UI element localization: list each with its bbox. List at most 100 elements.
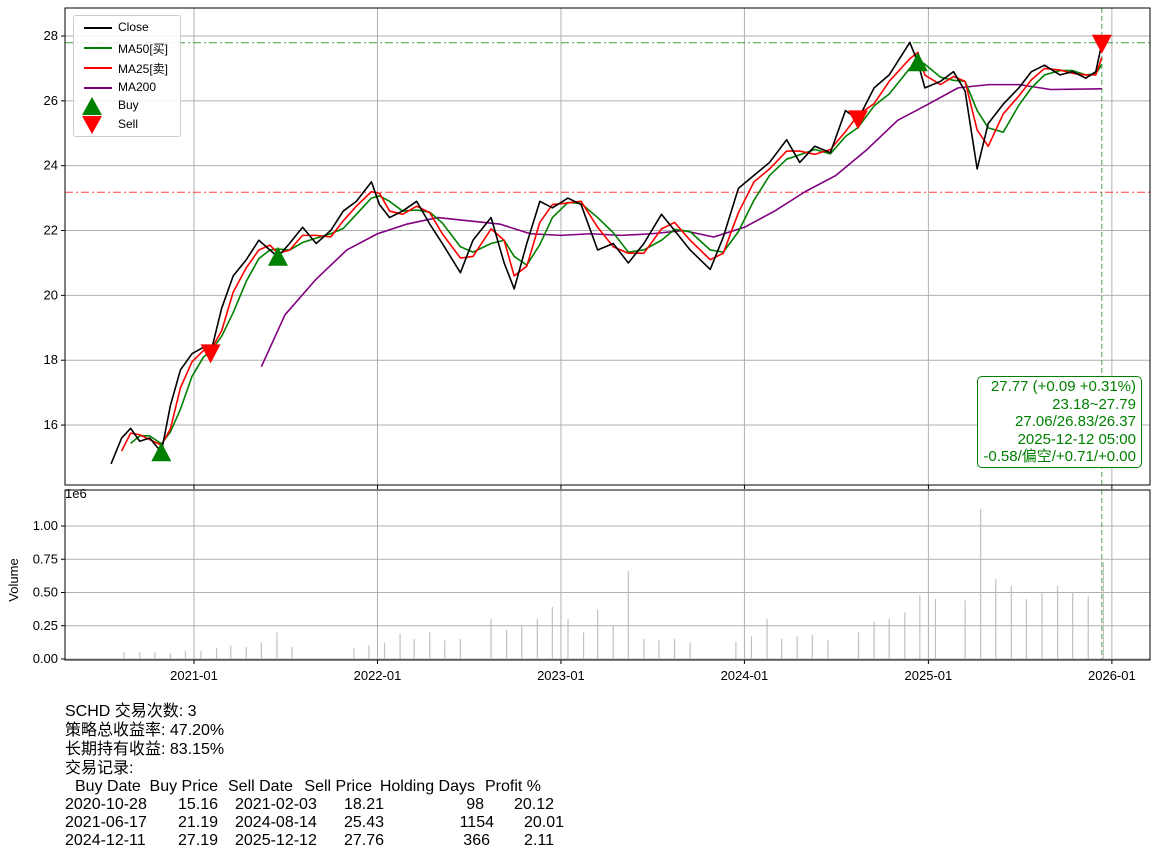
volume-bar (934, 599, 937, 659)
volume-bar (353, 648, 355, 659)
volume-bar (276, 632, 278, 659)
sell-marker (1091, 34, 1112, 54)
sell-marker (200, 344, 221, 364)
buy-date: 2020-10-28 (65, 796, 147, 813)
volume-bar (827, 640, 829, 659)
header-sell-date: Sell Date (228, 778, 293, 795)
volume-bar (904, 612, 906, 659)
volume-bar (627, 571, 629, 659)
header-buy-price: Buy Price (149, 778, 218, 795)
sell-marker (848, 110, 869, 130)
volume-bar (184, 651, 187, 659)
buy-triangle-icon (82, 97, 102, 115)
volume-bar (123, 652, 125, 659)
volume-bar (873, 621, 875, 659)
x-tick-label: 2026-01 (1088, 668, 1136, 683)
y-tick-label: 24 (44, 158, 58, 173)
holding-days: 1154 (459, 814, 494, 831)
legend: Close MA50[买] MA25[卖] MA200 Buy Sell (73, 15, 181, 137)
legend-close: Close (74, 18, 180, 38)
volume-bar (383, 643, 386, 659)
volume-bar (919, 595, 921, 659)
y-tick-label: 28 (44, 28, 58, 43)
volume-tick-label: 0.75 (33, 551, 58, 566)
volume-axes-bg (65, 490, 1150, 660)
x-tick-label: 2022-01 (354, 668, 402, 683)
price-axes-frame (64, 7, 1151, 486)
volume-bar (1041, 592, 1043, 659)
volume-bar (444, 640, 446, 659)
volume-bar (567, 619, 569, 659)
volume-bar (766, 619, 768, 659)
info-signal: -0.58/偏空/+0.71/+0.00 (983, 448, 1136, 465)
x-tick-label: 2024-01 (721, 668, 769, 683)
volume-bar (230, 645, 232, 659)
x-tick-label: 2025-01 (905, 668, 953, 683)
volume-bar (811, 635, 813, 659)
x-tick-label: 2021-01 (170, 668, 218, 683)
holding-days: 366 (463, 832, 490, 849)
volume-tick-label: 0.50 (33, 585, 58, 600)
trades-table: Buy Date Buy Price Sell Date Sell Price Hold… (65, 778, 625, 858)
volume-bar (154, 652, 156, 659)
sell-triangle-icon (82, 116, 102, 134)
volume-bar (245, 647, 247, 659)
volume-tick-label: 0.00 (33, 651, 58, 666)
info-price: 27.77 (+0.09 +0.31%) (990, 378, 1136, 395)
volume-bar (857, 632, 860, 659)
volume-bar (429, 632, 431, 659)
header-profit: Profit % (484, 778, 541, 795)
volume-bar (673, 639, 676, 659)
legend-label: MA50[买] (118, 42, 169, 56)
volume-bar (291, 647, 293, 659)
volume-bar (551, 607, 554, 659)
x-tick-label: 2023-01 (537, 668, 585, 683)
ma200-line (260, 83, 1102, 368)
volume-bar (781, 639, 783, 659)
volume-bar (459, 639, 462, 659)
sell-price: 25.43 (343, 814, 384, 831)
volume-bar (216, 648, 218, 659)
volume-bar (1087, 596, 1089, 659)
buy-marker (151, 442, 172, 462)
trade-count: SCHD 交易次数: 3 (65, 703, 197, 720)
info-mas: 27.06/26.83/26.37 (1015, 413, 1136, 430)
volume-bar (260, 643, 262, 659)
buy-price: 21.19 (177, 814, 218, 831)
legend-sell: Sell (74, 115, 180, 135)
profit-percent: 20.12 (513, 796, 554, 813)
volume-bar (597, 609, 599, 659)
volume-axis-label: Volume (6, 558, 21, 601)
legend-label: MA200 (118, 80, 157, 94)
volume-tick-label: 0.25 (33, 618, 58, 633)
buy-price: 27.19 (177, 832, 218, 849)
volume-bar (536, 619, 538, 659)
buy-hold-return: 长期持有收益: 83.15% (65, 741, 225, 758)
buy-date: 2024-12-11 (65, 832, 146, 849)
info-datetime: 2025-12-12 05:00 (1017, 430, 1136, 448)
buy-price: 15.16 (177, 796, 218, 813)
holding-days: 98 (466, 796, 484, 813)
sell-price: 27.76 (343, 832, 384, 849)
volume-bar (582, 632, 585, 659)
volume-offset-text: 1e6 (65, 486, 87, 501)
volume-bar (1010, 585, 1012, 659)
buy-date: 2021-06-17 (65, 814, 147, 831)
volume-bar (399, 633, 401, 659)
y-tick-label: 20 (44, 287, 58, 302)
sell-date: 2021-02-03 (235, 796, 317, 813)
volume-bar (658, 640, 660, 659)
y-tick-label: 26 (44, 93, 58, 108)
volume-bar (490, 619, 492, 659)
info-box: 27.77 (+0.09 +0.31%) 23.18~27.79 27.06/2… (977, 376, 1142, 468)
legend-buy: Buy (74, 96, 180, 116)
header-buy-date: Buy Date (75, 778, 141, 795)
y-tick-label: 22 (44, 223, 58, 238)
buy-marker (907, 52, 928, 72)
volume-bar (612, 625, 614, 659)
volume-bar (995, 579, 997, 659)
volume-bar (1056, 585, 1059, 659)
header-holding-days: Holding Days (379, 778, 475, 795)
